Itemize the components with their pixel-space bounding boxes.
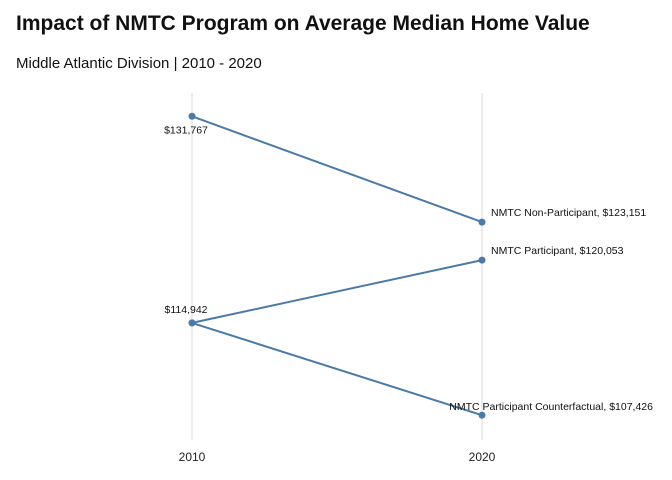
series-line-nmtc-participant — [191, 259, 483, 324]
data-label-nmtc-non-participant-end: NMTC Non-Participant, $123,151 — [491, 207, 646, 219]
series-line-nmtc-participant-counterfactual — [191, 321, 483, 417]
point-layer — [188, 112, 486, 419]
point-nmtc-participant-end — [478, 256, 486, 264]
point-nmtc-participant-counterfactual-end — [478, 411, 486, 419]
label-layer: $131,767 NMTC Non-Participant, $123,151 $1… — [164, 124, 653, 413]
data-label-nmtc-non-participant-start: $131,767 — [164, 124, 208, 136]
x-tick-label-2010: 2010 — [179, 450, 206, 464]
point-nmtc-participant-counterfactual-start — [188, 319, 196, 327]
series-line-nmtc-non-participant — [191, 115, 483, 224]
data-label-nmtc-participant-start: $114,942 — [164, 304, 207, 316]
tick-layer: 2010 2020 — [179, 450, 496, 464]
data-label-nmtc-participant-counterfactual-end: NMTC Participant Counterfactual, $107,42… — [449, 401, 653, 413]
chart-subtitle: Middle Atlantic Division | 2010 - 2020 — [16, 55, 262, 72]
grid-layer — [191, 93, 483, 440]
point-nmtc-non-participant-end — [478, 218, 486, 226]
data-label-nmtc-participant-end: NMTC Participant, $120,053 — [491, 245, 624, 257]
x-tick-label-2020: 2020 — [469, 450, 496, 464]
chart-title: Impact of NMTC Program on Average Median… — [16, 12, 590, 35]
line-layer — [191, 115, 483, 417]
point-nmtc-non-participant-start — [188, 112, 196, 120]
